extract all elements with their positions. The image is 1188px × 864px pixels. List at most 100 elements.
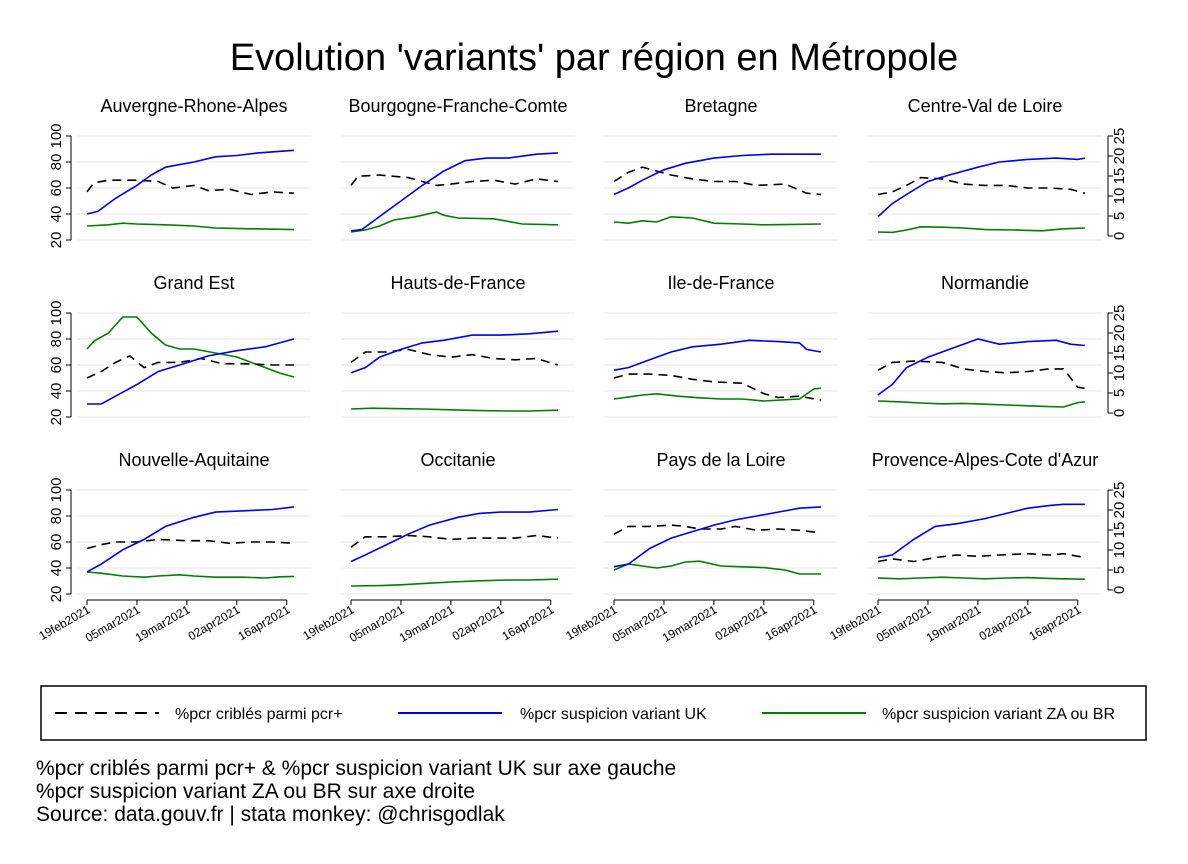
footnote-source: Source: data.gouv.fr | stata monkey: @ch… xyxy=(36,803,505,826)
panel-bourgogne-franche-comte: Bourgogne-Franche-Comte xyxy=(341,96,575,241)
legend: %pcr criblés parmi pcr+ %pcr suspicion va… xyxy=(40,685,1147,741)
panel-provence-alpes-cote-d-azur: Provence-Alpes-Cote d'Azur051015202519fe… xyxy=(827,450,1128,645)
y-tick-label-right: 15 xyxy=(1111,168,1128,185)
series-zabr-line xyxy=(350,578,558,587)
series-zabr-line xyxy=(613,560,821,575)
series-uk-line xyxy=(87,338,295,405)
y-tick-label-right: 20 xyxy=(1111,502,1128,519)
y-tick-label-left: 60 xyxy=(48,534,65,551)
x-tick-label: 16apr2021 xyxy=(1027,602,1084,643)
series-uk-line xyxy=(613,339,822,371)
panel-title: Occitanie xyxy=(420,450,495,470)
y-tick-label-left: 20 xyxy=(48,232,65,249)
y-tick-label-right: 10 xyxy=(1111,365,1128,382)
series-zabr-line xyxy=(350,211,558,233)
series-crible-line xyxy=(877,360,1086,390)
series-zabr-line xyxy=(86,316,295,378)
series-zabr-line xyxy=(86,571,294,579)
x-tick-label: 02apr2021 xyxy=(186,602,243,643)
series-crible-line xyxy=(877,176,1086,196)
y-tick-label-right: 5 xyxy=(1111,212,1128,220)
series-crible-line xyxy=(86,179,294,196)
panel-centre-val-de-loire: Centre-Val de Loire 0 5 10 15 20 25 xyxy=(868,96,1128,241)
y-tick-label-right: 25 xyxy=(1111,305,1128,322)
series-crible-line xyxy=(613,373,822,401)
x-tick-label: 19mar2021 xyxy=(397,602,457,645)
series-crible-line xyxy=(350,534,558,548)
series-uk-line xyxy=(613,506,821,568)
series-uk-line xyxy=(350,152,558,232)
y-tick-label-right: 25 xyxy=(1111,482,1128,499)
series-uk-line xyxy=(877,503,1085,559)
series-crible-line xyxy=(877,552,1086,563)
series-uk-line xyxy=(877,157,1086,218)
y-tick-label-right: 20 xyxy=(1111,325,1128,342)
series-crible-line xyxy=(350,174,558,187)
panel-title: Normandie xyxy=(941,273,1029,293)
y-tick-label-left: 100 xyxy=(48,123,65,148)
x-tick-label: 16apr2021 xyxy=(763,602,820,643)
series-zabr-line xyxy=(877,225,1085,234)
series-uk-line xyxy=(350,508,558,563)
y-tick-label-right: 0 xyxy=(1111,232,1128,240)
x-tick-label: 02apr2021 xyxy=(450,602,507,643)
y-tick-label-left: 80 xyxy=(48,154,65,171)
x-tick-label: 02apr2021 xyxy=(713,602,770,643)
y-tick-label-right: 20 xyxy=(1111,148,1128,165)
panel-title: Provence-Alpes-Cote d'Azur xyxy=(872,450,1099,470)
panel-title: Hauts-de-France xyxy=(390,273,525,293)
y-tick-label-right: 0 xyxy=(1111,409,1128,417)
y-tick-label-left: 40 xyxy=(48,206,65,223)
series-crible-line xyxy=(86,538,294,550)
panel-title: Bretagne xyxy=(684,96,757,116)
panel-title: Nouvelle-Aquitaine xyxy=(118,450,269,470)
y-tick-label-right: 25 xyxy=(1111,128,1128,145)
x-tick-label: 19mar2021 xyxy=(924,602,984,645)
panel-normandie: Normandie 0 5 10 15 20 25 xyxy=(868,273,1128,418)
series-crible-line xyxy=(613,524,821,535)
chart-title: Evolution 'variants' par région en Métro… xyxy=(230,37,958,79)
x-tick-label: 05mar2021 xyxy=(83,602,143,645)
series-uk-line xyxy=(86,149,294,215)
series-crible-line xyxy=(350,348,559,366)
panel-grand-est: Grand Est 20 40 60 80 100 xyxy=(48,273,311,425)
panel-title: Pays de la Loire xyxy=(656,450,785,470)
series-uk-line xyxy=(86,506,294,573)
series-crible-line xyxy=(613,166,821,196)
series-zabr-line xyxy=(613,387,821,402)
series-uk-line xyxy=(613,153,821,196)
x-tick-label: 05mar2021 xyxy=(874,602,934,645)
y-tick-label-left: 60 xyxy=(48,180,65,197)
y-tick-label-left: 100 xyxy=(48,477,65,502)
y-tick-label-right: 15 xyxy=(1111,345,1128,362)
series-zabr-line xyxy=(350,407,558,412)
y-tick-label-right: 15 xyxy=(1111,522,1128,539)
panel-auvergne-rhone-alpes: Auvergne-Rhone-Alpes 20 40 60 80 100 xyxy=(48,96,311,248)
y-tick-label-right: 10 xyxy=(1111,542,1128,559)
footnotes: %pcr criblés parmi pcr+ & %pcr suspicion… xyxy=(36,757,676,826)
series-zabr-line xyxy=(86,222,294,231)
x-tick-label: 05mar2021 xyxy=(347,602,407,645)
y-tick-label-right: 5 xyxy=(1111,389,1128,397)
y-tick-label-left: 40 xyxy=(48,383,65,400)
panels-layer: Auvergne-Rhone-Alpes20406080100Bourgogne… xyxy=(36,96,1128,645)
x-tick-label: 16apr2021 xyxy=(500,602,557,643)
y-tick-label-left: 20 xyxy=(48,409,65,426)
x-tick-label: 02apr2021 xyxy=(977,602,1034,643)
panel-title: Bourgogne-Franche-Comte xyxy=(348,96,567,116)
footnote-axis-right: %pcr suspicion variant ZA ou BR sur axe … xyxy=(36,780,475,803)
panel-ile-de-france: Ile-de-France xyxy=(604,273,838,418)
series-crible-line xyxy=(86,354,294,379)
legend-box xyxy=(40,685,1147,741)
panel-title: Auvergne-Rhone-Alpes xyxy=(100,96,287,116)
y-tick-label-left: 100 xyxy=(48,300,65,325)
series-uk-line xyxy=(350,330,558,374)
x-tick-label: 19mar2021 xyxy=(133,602,193,645)
x-tick-label: 05mar2021 xyxy=(610,602,670,645)
footnote-axis-left: %pcr criblés parmi pcr+ & %pcr suspicion… xyxy=(36,757,677,780)
legend-label-zabr: %pcr suspicion variant ZA ou BR xyxy=(882,706,1115,723)
legend-label-uk: %pcr suspicion variant UK xyxy=(520,706,707,723)
panel-occitanie: Occitanie19feb202105mar202119mar202102ap… xyxy=(300,450,575,645)
y-tick-label-right: 0 xyxy=(1111,586,1128,594)
series-zabr-line xyxy=(613,215,821,226)
